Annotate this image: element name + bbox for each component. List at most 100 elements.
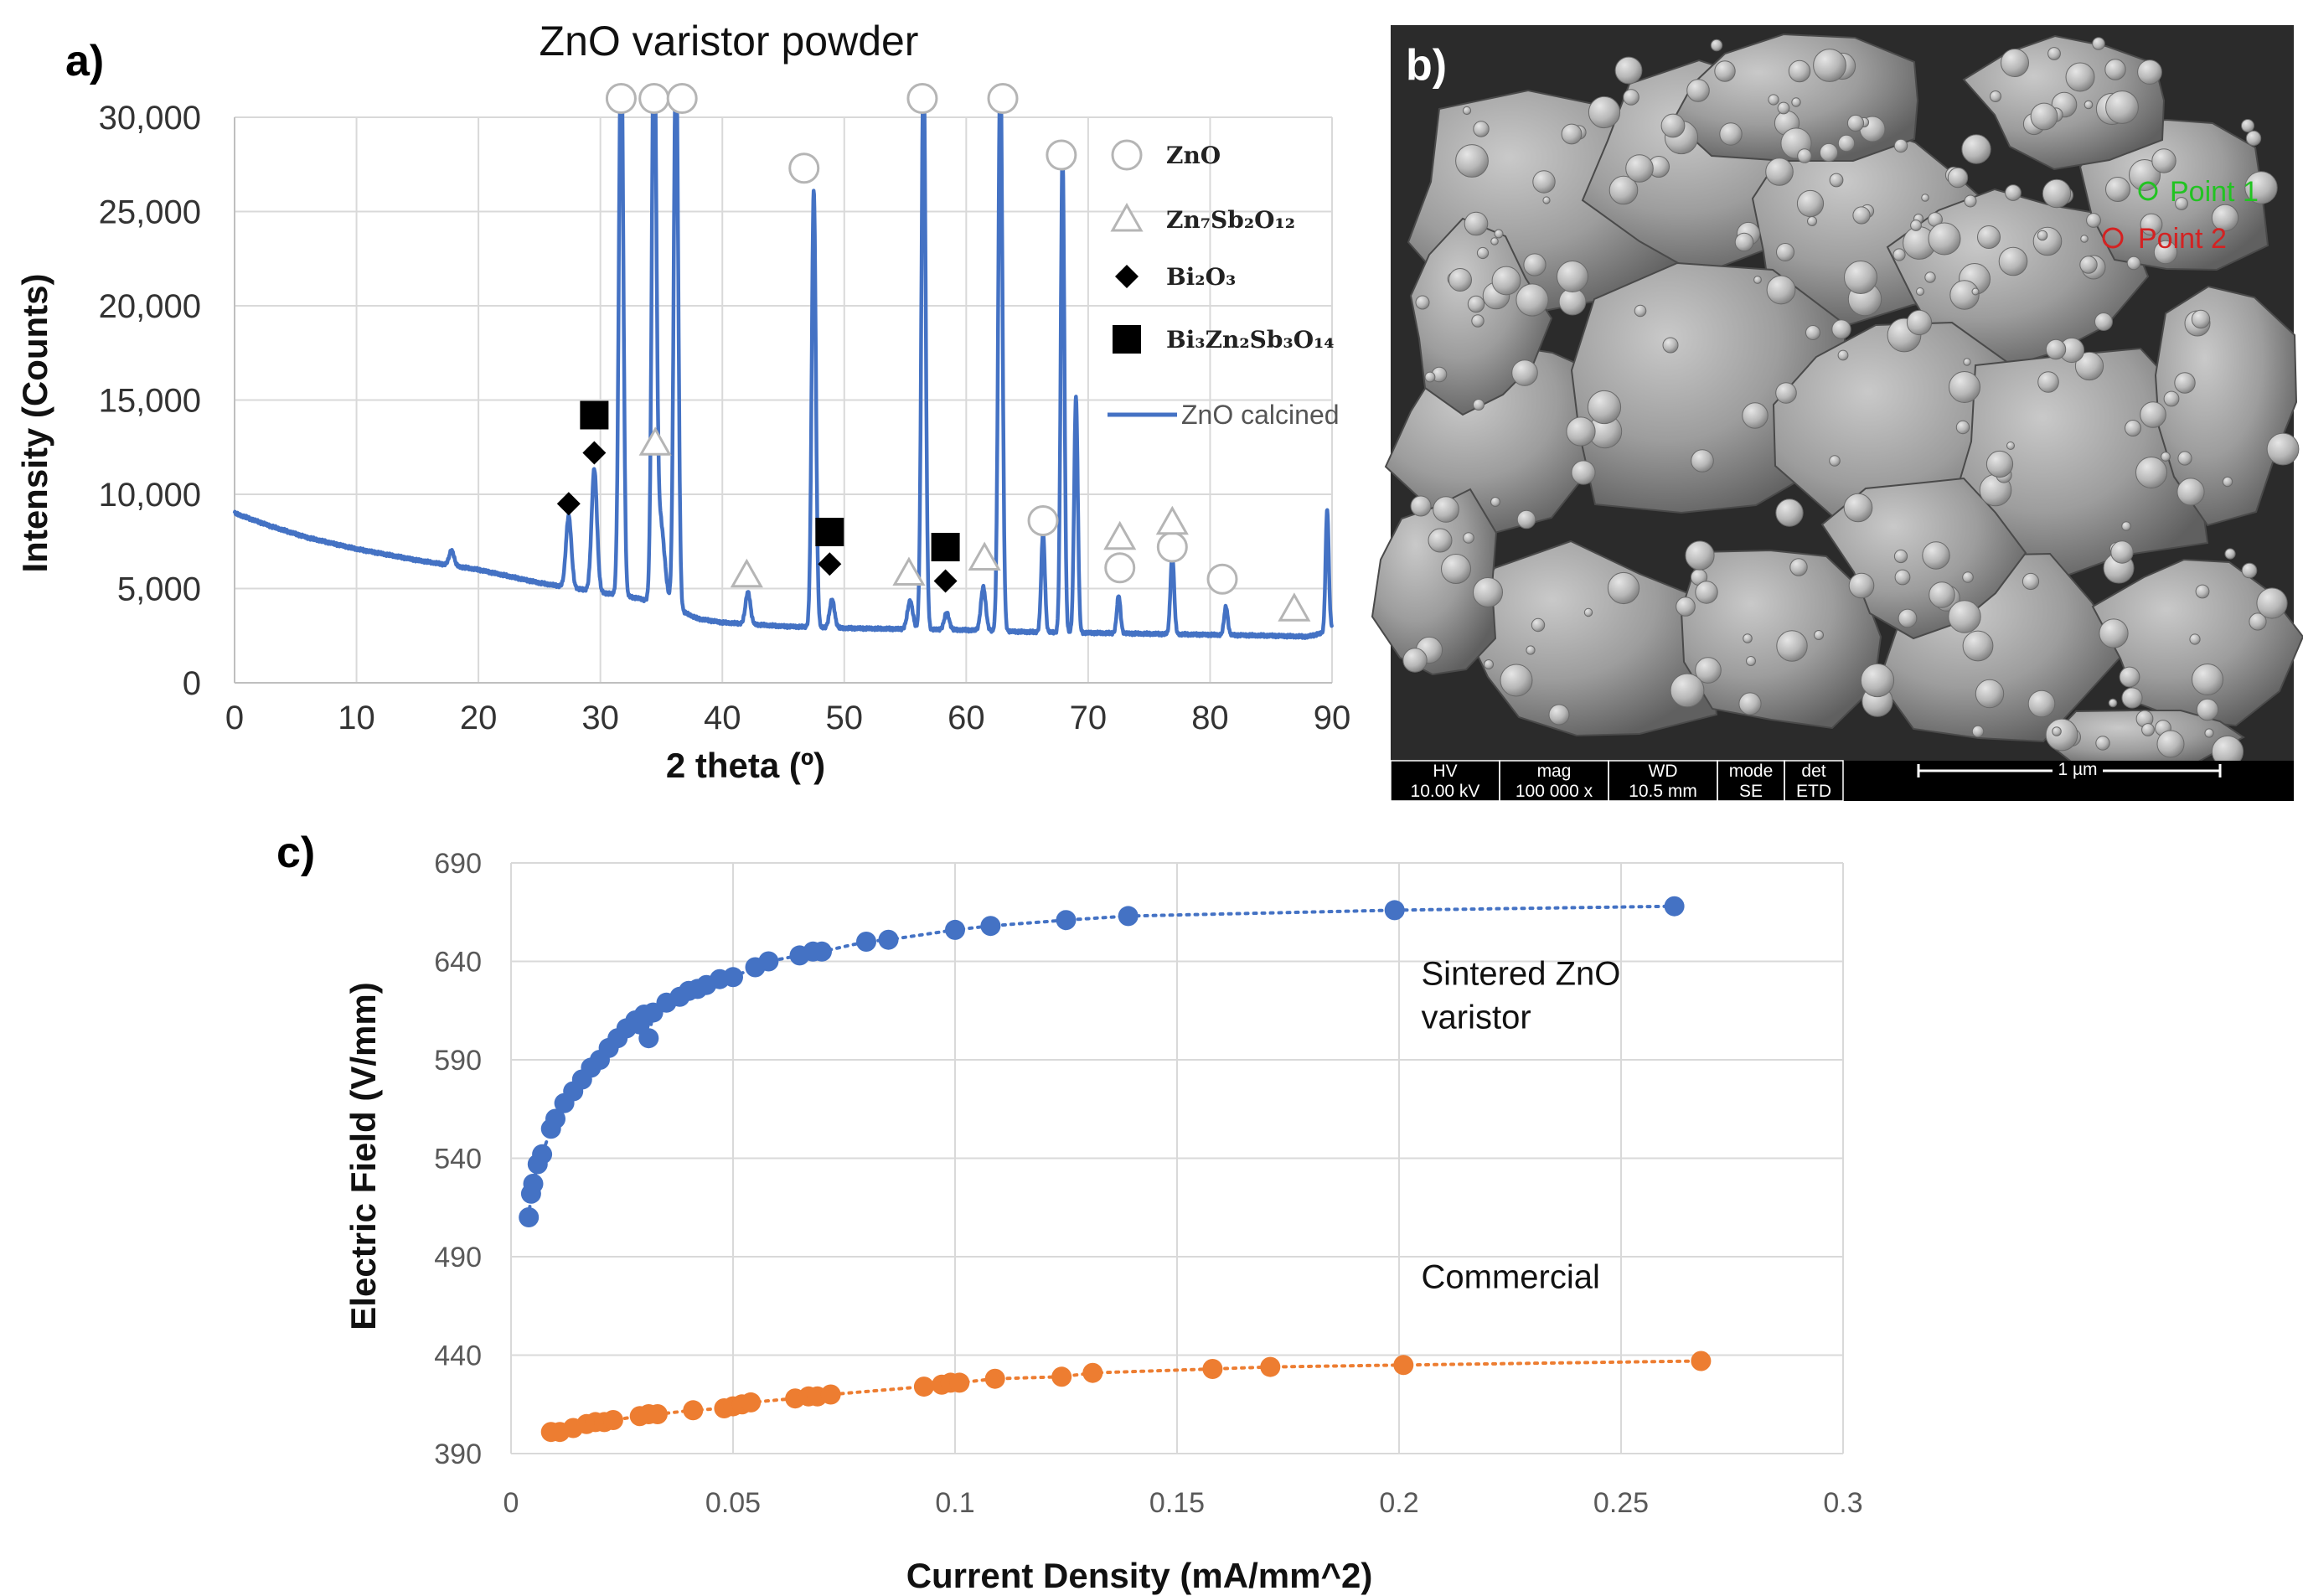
xrd-legend-triangle-swatch xyxy=(1110,202,1144,232)
sem-point-1-label: Point 1 xyxy=(2170,176,2259,208)
sem-info-value: 10.00 kV xyxy=(1411,782,1480,801)
sem-nodule xyxy=(2245,130,2262,147)
sem-nodule xyxy=(2032,226,2063,256)
xrd-marker-triangle xyxy=(638,426,672,456)
sem-nodule xyxy=(1797,148,1812,163)
sem-nodule xyxy=(2241,119,2254,132)
sem-nodule xyxy=(1734,232,1754,252)
sem-nodule xyxy=(1796,189,1825,218)
xrd-marker-diamond xyxy=(933,569,958,593)
sem-nodule xyxy=(2105,90,2139,124)
ef-tick-labels: 0 0.05 0.1 0.15 0.2 0.25 0.3 390 440 490 540 590 640… xyxy=(434,848,1862,1519)
ef-x-tick-label: 0.25 xyxy=(1593,1487,1649,1519)
xrd-marker-circle xyxy=(1027,505,1059,536)
sem-nodule xyxy=(1467,295,1485,313)
sem-nodule xyxy=(1916,287,1924,296)
sem-nodule xyxy=(2079,256,2098,274)
ef-point-commercial xyxy=(1202,1359,1223,1379)
sem-nodule xyxy=(2110,540,2134,564)
sem-nodule xyxy=(1542,196,1551,204)
sem-nodule xyxy=(2099,618,2129,648)
ef-point-sintered xyxy=(856,932,876,952)
xrd-chart-title: ZnO varistor powder xyxy=(540,18,919,65)
xrd-marker-square xyxy=(931,533,960,561)
xrd-x-tick-label: 20 xyxy=(460,700,498,736)
sem-nodule xyxy=(2140,401,2166,428)
sem-nodule xyxy=(1962,630,1994,662)
sem-nodule xyxy=(2211,204,2239,232)
sem-nodule xyxy=(1742,402,1769,429)
xrd-x-tick-label: 0 xyxy=(225,700,244,736)
sem-micrograph xyxy=(1371,25,2303,770)
sem-nodule xyxy=(1977,225,2001,249)
sem-nodule xyxy=(1571,460,1596,485)
sem-nodule xyxy=(1831,319,1851,339)
sem-nodule xyxy=(1791,97,1801,107)
xrd-legend-label: Bi₂O₃ xyxy=(1166,263,1236,291)
xrd-x-tick-label: 50 xyxy=(826,700,864,736)
sem-nodule xyxy=(2052,726,2062,736)
xrd-y-tick-label: 30,000 xyxy=(99,100,201,137)
sem-nodule xyxy=(2153,240,2178,265)
ef-point-commercial xyxy=(820,1384,841,1405)
sem-nodule xyxy=(1532,170,1556,194)
sem-nodule xyxy=(1494,229,1504,239)
ef-annotation-sintered: Sintered ZnO xyxy=(1422,956,1621,993)
sem-nodule xyxy=(2045,338,2067,360)
xrd-y-tick-label: 10,000 xyxy=(99,477,201,514)
sem-nodule xyxy=(1775,382,1797,404)
sem-nodule xyxy=(2196,698,2219,721)
sem-nodule xyxy=(1807,216,1817,226)
sem-point-1-marker: Point 1 xyxy=(2138,176,2259,208)
sem-nodule xyxy=(1813,49,1846,82)
sem-nodule xyxy=(1516,509,1536,529)
sem-nodule xyxy=(1829,455,1841,467)
xrd-chart: a) ZnO varistor powder 0 10 20 30 40 50 60 70 80… xyxy=(15,18,1350,785)
sem-nodule xyxy=(1738,692,1762,715)
ef-x-tick-label: 0.05 xyxy=(705,1487,761,1519)
xrd-marker-triangle xyxy=(1103,520,1137,550)
sem-nodule xyxy=(2006,442,2015,450)
sem-nodule xyxy=(1860,663,1895,698)
xrd-x-axis-title: 2 theta (º) xyxy=(666,746,825,785)
ef-series-commercial xyxy=(540,1351,1712,1443)
sem-nodule xyxy=(1893,549,1908,564)
sem-nodule xyxy=(1776,630,1808,662)
sem-nodule xyxy=(2005,184,2022,201)
sem-nodule xyxy=(2080,235,2089,243)
sem-nodule xyxy=(1961,134,1991,164)
sem-nodule xyxy=(1955,420,1970,435)
sem-nodule xyxy=(2249,612,2267,631)
ef-trendline-sintered xyxy=(527,904,1676,1219)
sem-nodule xyxy=(1805,325,1820,340)
sem-nodule xyxy=(1473,577,1503,607)
sem-nodule xyxy=(2045,718,2078,752)
sem-nodule xyxy=(1776,243,1794,261)
sem-info-label: WD xyxy=(1649,762,1678,781)
ef-point-commercial xyxy=(1082,1362,1103,1383)
xrd-legend-diamond-swatch xyxy=(1115,265,1139,288)
xrd-x-tick-label: 30 xyxy=(581,700,619,736)
sem-nodule xyxy=(1695,581,1718,604)
ef-point-commercial xyxy=(913,1376,934,1397)
ef-chart: c) 0 0.05 0.1 0.15 0.2 0.25 0.3 390 440 490 540 590… xyxy=(276,829,1863,1595)
sem-nodule xyxy=(1765,158,1794,186)
ef-point-sintered xyxy=(878,929,899,950)
ef-x-axis-title: Current Density (mA/mm^2) xyxy=(906,1556,1373,1595)
sem-nodule xyxy=(1837,349,1849,361)
sem-nodule xyxy=(1441,554,1471,584)
sem-nodule xyxy=(2191,309,2211,329)
xrd-marker-triangle xyxy=(892,556,926,586)
sem-nodule xyxy=(2141,723,2155,736)
sem-nodule xyxy=(1511,359,1538,386)
sem-nodule xyxy=(2151,148,2176,173)
xrd-y-axis-title: Intensity (Counts) xyxy=(15,274,54,573)
ef-point-sintered xyxy=(1664,896,1685,917)
xrd-gridlines xyxy=(234,116,1333,684)
xrd-series-zno-calcined xyxy=(232,101,1335,640)
sem-nodule xyxy=(1531,617,1546,633)
sem-nodule xyxy=(2140,213,2163,236)
sem-nodule xyxy=(1587,390,1622,425)
ef-y-tick-label: 690 xyxy=(434,848,482,880)
